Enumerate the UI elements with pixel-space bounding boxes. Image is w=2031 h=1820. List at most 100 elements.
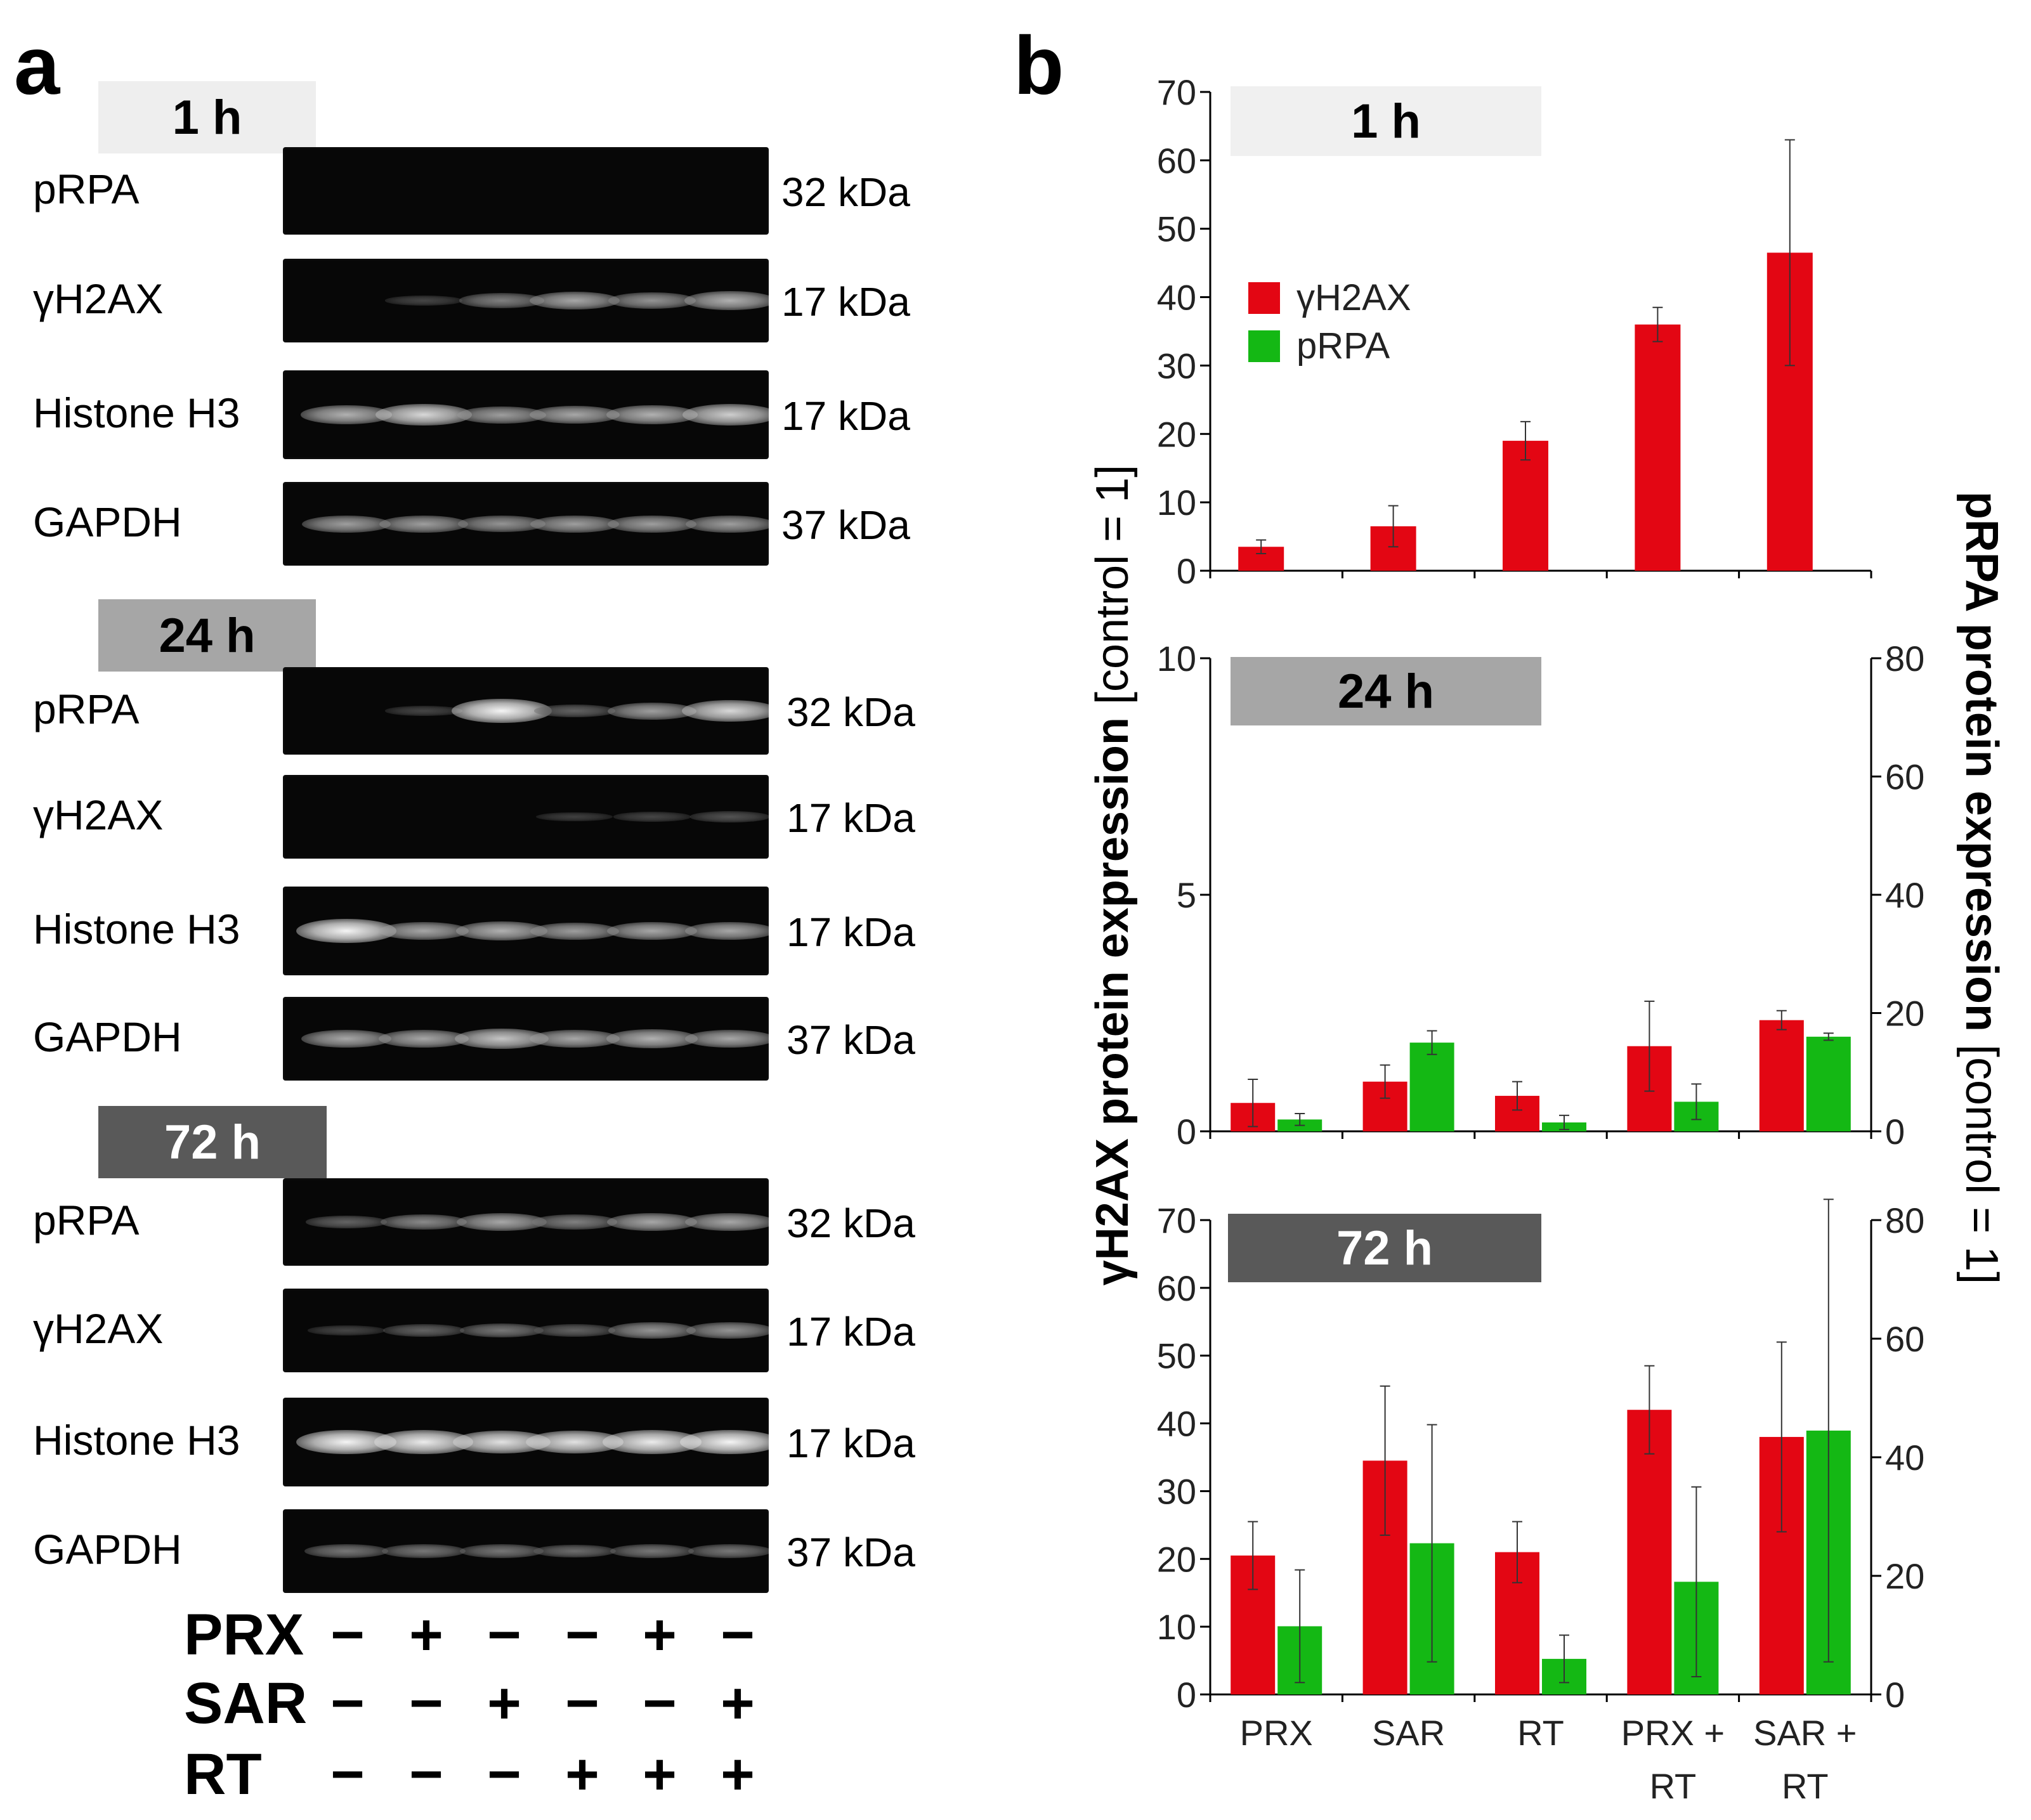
blot-band [610,1544,695,1558]
treatment-minus: − [409,1742,443,1807]
blot-band [613,812,691,822]
chart-title: 72 h [1336,1221,1433,1275]
y2-tick-label: 60 [1885,1319,1924,1359]
blot-band [459,293,544,308]
blot-band [529,1029,620,1048]
blot-band [459,1323,544,1337]
x-tick-label: RT [1650,1766,1697,1806]
blot-image [283,775,769,859]
blot-image [283,1178,769,1266]
y-tick-label: 0 [1177,1112,1196,1152]
treatment-plus: + [721,1671,755,1736]
y-axis-title-bold: γH2AX protein expression [1087,717,1138,1285]
treatment-label-rt: RT [184,1742,262,1807]
blot-band [690,811,769,822]
molecular-weight-label: 17 kDa [781,279,910,325]
treatment-minus: − [330,1602,365,1667]
legend-swatch [1248,282,1280,314]
blot-image [283,259,769,342]
blot-band [608,1322,696,1339]
chart-time-badge [1231,86,1541,156]
y2-tick-label: 0 [1885,1675,1905,1715]
blot-band [607,921,698,940]
bar-gh2ax [1759,1020,1804,1131]
treatment-minus: − [330,1671,365,1736]
treatment-minus: − [487,1742,521,1807]
blot-band [684,1212,769,1232]
blot-band [456,1212,547,1232]
y2-tick-label: 80 [1885,639,1924,679]
blot-row-label: GAPDH [33,1013,182,1060]
blot-image [283,1509,769,1593]
treatment-plus: + [721,1742,755,1807]
blot-band [385,706,463,716]
treatment-plus: + [487,1671,521,1736]
treatment-label-sar: SAR [184,1671,308,1736]
x-tick-label: RT [1517,1713,1564,1753]
blot-row-label: pRPA [33,686,140,732]
x-tick-label: PRX [1240,1713,1313,1753]
blot-row-label: γH2AX [33,1305,164,1352]
molecular-weight-label: 37 kDa [781,502,910,548]
molecular-weight-label: 37 kDa [787,1017,915,1063]
treatment-minus: − [565,1671,599,1736]
blot-row-label: Histone H3 [33,1417,240,1464]
treatment-plus: + [643,1602,677,1667]
y-tick-label: 20 [1157,414,1196,454]
blot-band [533,1544,616,1558]
bar-gh2ax [1635,324,1681,571]
blot-band [684,921,769,940]
y2-tick-label: 60 [1885,757,1924,797]
blot-image [283,667,769,755]
treatment-minus: − [409,1671,443,1736]
blot-band [536,812,613,822]
blot-band [685,515,769,533]
panel-b-letter: b [1014,19,1064,112]
legend-label: γH2AX [1296,277,1411,318]
y2-axis-title-bold: pRPA protein expression [1956,491,2007,1032]
blot-band [533,1324,615,1337]
y2-tick-label: 40 [1885,1438,1924,1478]
blot-row-label: GAPDH [33,1526,182,1573]
blot-band [305,1216,387,1228]
y-tick-label: 30 [1157,1471,1196,1511]
blot-band [383,1324,465,1337]
bar-prpa [1806,1036,1851,1131]
molecular-weight-label: 17 kDa [787,1309,915,1355]
blot-band [608,292,696,309]
blot-image [283,997,769,1081]
y2-tick-label: 20 [1885,1556,1924,1596]
time-badge-24h: 24 h [98,599,316,672]
panel-a-letter: a [14,19,60,112]
y2-axis-title: pRPA protein expression [control = 1] [1956,491,2007,1284]
blot-band [607,1212,698,1232]
blot-band [688,1544,769,1558]
y-tick-label: 0 [1177,551,1196,591]
molecular-weight-label: 32 kDa [781,169,910,215]
blot-band [379,1029,469,1048]
y-tick-label: 10 [1157,639,1196,679]
chart-time-badge [1228,1214,1541,1282]
x-tick-label: SAR [1372,1713,1445,1753]
blot-band [382,1544,466,1558]
blot-band [606,1029,698,1048]
treatment-minus: − [330,1742,365,1807]
y-tick-label: 30 [1157,346,1196,386]
blot-row-label: GAPDH [33,498,182,545]
molecular-weight-label: 32 kDa [787,689,915,735]
y-tick-label: 0 [1177,1675,1196,1715]
molecular-weight-label: 37 kDa [787,1530,915,1575]
blot-band [381,1214,467,1230]
blot-band [529,405,620,424]
blot-band [684,291,769,310]
molecular-weight-label: 17 kDa [787,1420,915,1466]
molecular-weight-label: 32 kDa [787,1200,915,1246]
y2-tick-label: 20 [1885,994,1924,1034]
blot-band [681,699,769,722]
chart-title: 24 h [1338,665,1434,718]
y-tick-label: 70 [1157,72,1196,112]
blot-image [283,147,769,235]
treatment-plus: + [409,1602,443,1667]
blot-band [533,705,615,717]
